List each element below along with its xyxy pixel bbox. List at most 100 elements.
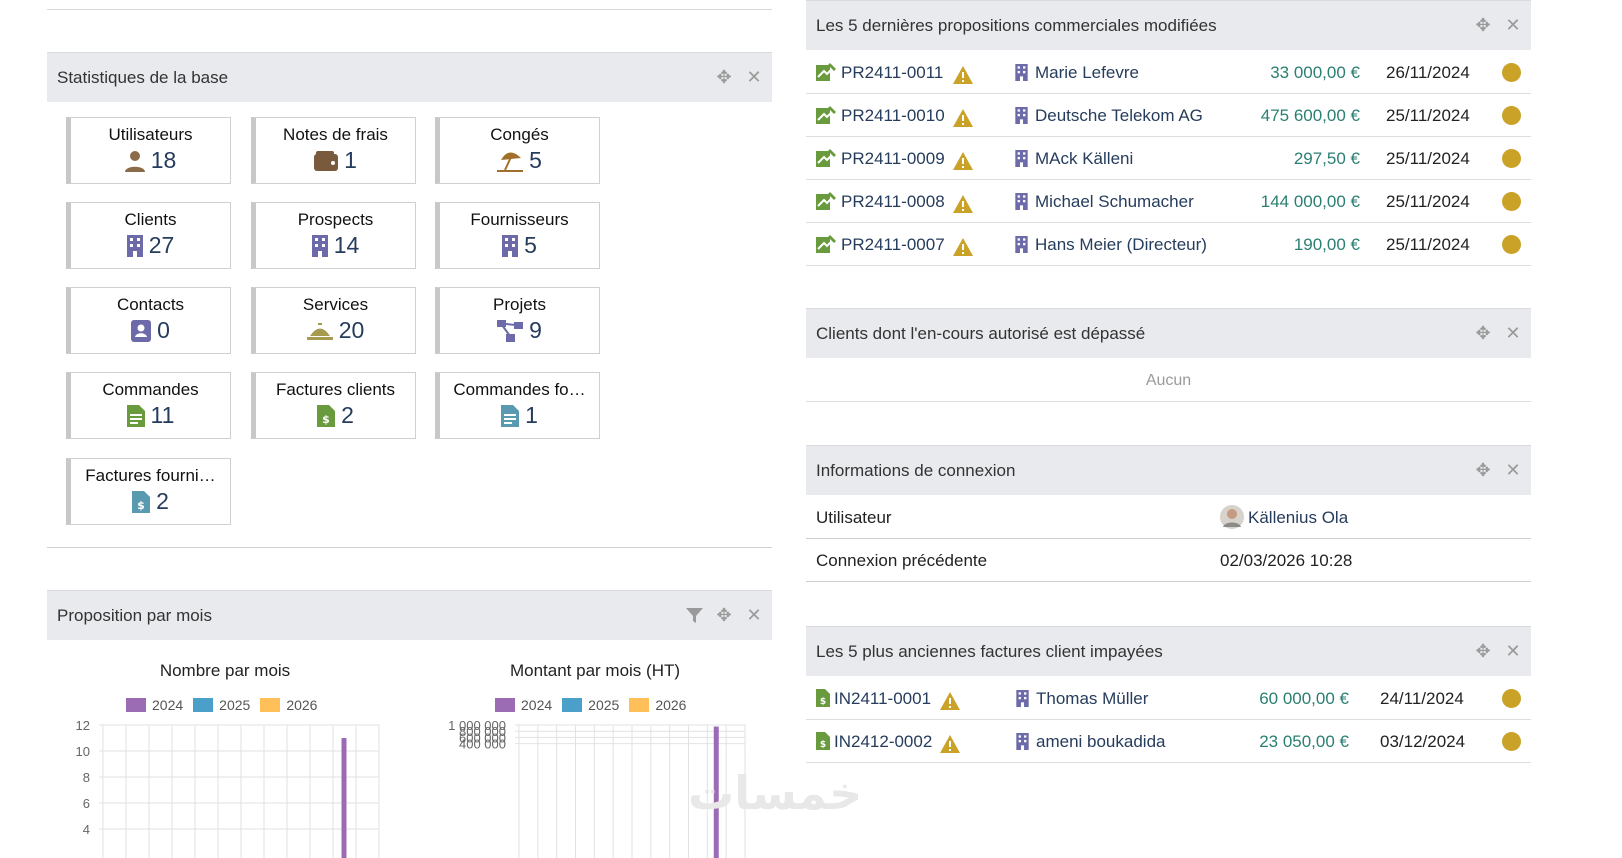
credit-empty-text: Aucun: [806, 359, 1531, 402]
move-icon[interactable]: ✥: [1475, 641, 1491, 661]
invoice-icon: $: [816, 720, 830, 755]
chart-legend-amount: 2024 2025 2026: [495, 697, 686, 713]
stat-tile-value: 27: [148, 232, 175, 258]
legend-swatch: [495, 698, 515, 712]
move-icon[interactable]: ✥: [716, 67, 732, 87]
legend-item-2025[interactable]: 2025: [562, 697, 619, 713]
status-badge: [1502, 732, 1521, 751]
stat-tile[interactable]: Contacts 0: [66, 287, 231, 354]
status-badge: [1502, 689, 1521, 708]
table-row: PR2411-0010 Deutsche Telekom AG 475 600,00…: [806, 94, 1531, 137]
proposal-ref-link[interactable]: PR2411-0011: [841, 63, 944, 82]
stat-tile[interactable]: Fournisseurs 5: [435, 202, 600, 269]
company-link[interactable]: ameni boukadida: [1036, 732, 1166, 751]
chart-bar[interactable]: [341, 738, 347, 858]
stat-tile[interactable]: Projets 9: [435, 287, 600, 354]
stat-tile-label: Factures clients: [275, 380, 396, 399]
warning-icon: [940, 720, 960, 753]
date-value: 25/11/2024: [1386, 149, 1470, 168]
company-link[interactable]: Marie Lefevre: [1035, 63, 1139, 82]
proposal-ref-link[interactable]: PR2411-0009: [841, 149, 945, 168]
move-icon[interactable]: ✥: [716, 605, 732, 625]
close-icon[interactable]: ✕: [1505, 323, 1521, 343]
filter-icon[interactable]: [684, 606, 704, 626]
login-user-label: Utilisateur: [816, 508, 892, 527]
stat-tile-value: 1: [525, 402, 538, 428]
proposal-ref-link[interactable]: PR2411-0010: [841, 106, 945, 125]
stats-box-title: Statistiques de la base: [57, 67, 229, 87]
stat-tile-value-row: 5: [440, 232, 599, 259]
date-value: 24/11/2024: [1380, 689, 1464, 708]
login-prev-label: Connexion précédente: [816, 551, 988, 570]
close-icon[interactable]: ✕: [1505, 460, 1521, 480]
stat-tile[interactable]: Utilisateurs 18: [66, 117, 231, 184]
legend-item-2026[interactable]: 2026: [629, 697, 686, 713]
warning-icon: [953, 137, 973, 170]
invoice-ref-link[interactable]: IN2412-0002: [834, 732, 933, 751]
move-icon[interactable]: ✥: [1475, 460, 1491, 480]
legend-item-2025[interactable]: 2025: [193, 697, 250, 713]
amount-value: 60 000,00 €: [1259, 689, 1349, 708]
company-link[interactable]: Thomas Müller: [1036, 689, 1149, 708]
stat-tile[interactable]: Factures clients $2: [251, 372, 416, 439]
proposal-chart-box-header: Proposition par mois ✥ ✕: [47, 590, 772, 640]
proposal-ref-link[interactable]: PR2411-0007: [841, 235, 945, 254]
stat-tile[interactable]: Commandes 11: [66, 372, 231, 439]
y-tick-label: 600 000: [459, 730, 506, 745]
company-link[interactable]: Deutsche Telekom AG: [1035, 106, 1203, 125]
stat-tile-value: 18: [150, 147, 177, 173]
stat-tile-value: 9: [529, 317, 542, 343]
legend-swatch: [260, 698, 281, 712]
login-user-link[interactable]: Källenius Ola: [1248, 508, 1349, 527]
move-icon[interactable]: ✥: [1475, 15, 1491, 35]
y-tick-label: 12: [76, 718, 90, 733]
credit-box-title: Clients dont l'en-cours autorisé est dép…: [816, 323, 1146, 343]
close-icon[interactable]: ✕: [746, 605, 762, 625]
avatar[interactable]: [1220, 505, 1244, 534]
login-box-header: Informations de connexion ✥ ✕: [806, 445, 1531, 495]
count-chart: 12 10 8 6 4: [76, 718, 380, 858]
date-value: 03/12/2024: [1380, 732, 1466, 751]
stat-tile-value: 5: [529, 147, 542, 173]
proposal-icon: [816, 94, 836, 129]
proposal-ref-link[interactable]: PR2411-0008: [841, 192, 945, 211]
stat-tile-label: Projets: [493, 295, 546, 314]
stat-tile[interactable]: Notes de frais 1: [251, 117, 416, 184]
warning-icon: [953, 223, 973, 256]
stat-tile-value-row: $2: [71, 488, 230, 515]
close-icon[interactable]: ✕: [746, 67, 762, 87]
stat-tile-value-row: 20: [256, 317, 415, 344]
close-icon[interactable]: ✕: [1505, 641, 1521, 661]
stat-tile[interactable]: Clients 27: [66, 202, 231, 269]
table-row: PR2411-0008 Michael Schumacher 144 000,00 …: [806, 180, 1531, 223]
proposal-icon: [816, 223, 836, 258]
legend-item-2026[interactable]: 2026: [260, 697, 317, 713]
stat-tile-value: 2: [156, 488, 169, 514]
company-link[interactable]: Hans Meier (Directeur): [1035, 235, 1207, 254]
amount-value: 33 000,00 €: [1270, 63, 1360, 82]
svg-text:$: $: [820, 740, 826, 750]
company-link[interactable]: MAck Källeni: [1035, 149, 1134, 168]
stat-tile[interactable]: Services 20: [251, 287, 416, 354]
legend-item-2024[interactable]: 2024: [495, 697, 552, 713]
stat-tile[interactable]: Commandes fo… 1: [435, 372, 600, 439]
stat-tile-value-row: 0: [71, 317, 230, 344]
legend-swatch: [193, 698, 214, 712]
status-badge: [1502, 63, 1521, 82]
stat-tile[interactable]: Congés 5: [435, 117, 600, 184]
close-icon[interactable]: ✕: [1505, 15, 1521, 35]
stat-tile[interactable]: Factures fourni… $2: [66, 458, 231, 525]
chart-bar[interactable]: [713, 726, 719, 858]
stat-tile-value-row: 1: [256, 147, 415, 174]
warning-icon: [940, 677, 960, 710]
building-icon: [1016, 677, 1029, 712]
invoice-ref-link[interactable]: IN2411-0001: [834, 689, 932, 708]
table-row: $ IN2412-0002 ameni boukadida 23 050,00 € 03…: [806, 720, 1531, 763]
stat-tile-label: Clients: [124, 210, 177, 229]
move-icon[interactable]: ✥: [1475, 323, 1491, 343]
stat-tile-label: Fournisseurs: [470, 210, 569, 229]
company-link[interactable]: Michael Schumacher: [1035, 192, 1194, 211]
stat-tile[interactable]: Prospects 14: [251, 202, 416, 269]
legend-item-2024[interactable]: 2024: [126, 697, 183, 713]
